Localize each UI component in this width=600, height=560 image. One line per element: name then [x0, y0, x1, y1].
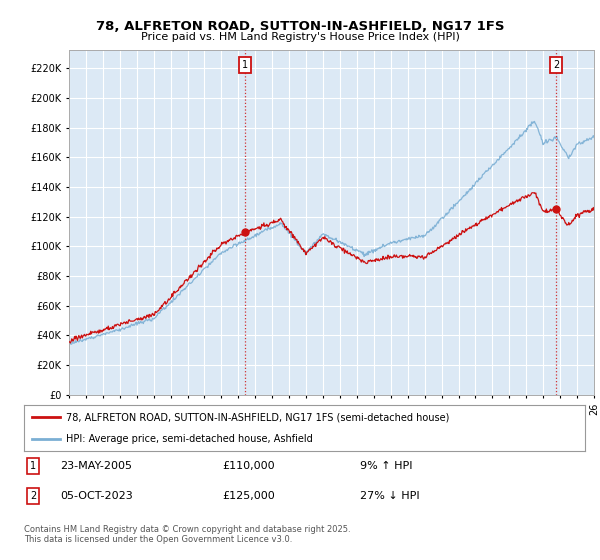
- Text: £110,000: £110,000: [222, 461, 275, 471]
- Text: 2: 2: [30, 491, 36, 501]
- Text: Contains HM Land Registry data © Crown copyright and database right 2025.
This d: Contains HM Land Registry data © Crown c…: [24, 525, 350, 544]
- Text: 27% ↓ HPI: 27% ↓ HPI: [360, 491, 419, 501]
- Text: 78, ALFRETON ROAD, SUTTON-IN-ASHFIELD, NG17 1FS: 78, ALFRETON ROAD, SUTTON-IN-ASHFIELD, N…: [96, 20, 504, 32]
- Text: 2: 2: [553, 60, 559, 70]
- Text: 23-MAY-2005: 23-MAY-2005: [60, 461, 132, 471]
- Text: £125,000: £125,000: [222, 491, 275, 501]
- Text: 1: 1: [30, 461, 36, 471]
- Text: Price paid vs. HM Land Registry's House Price Index (HPI): Price paid vs. HM Land Registry's House …: [140, 32, 460, 43]
- Text: 9% ↑ HPI: 9% ↑ HPI: [360, 461, 413, 471]
- Text: 78, ALFRETON ROAD, SUTTON-IN-ASHFIELD, NG17 1FS (semi-detached house): 78, ALFRETON ROAD, SUTTON-IN-ASHFIELD, N…: [66, 412, 449, 422]
- Text: 05-OCT-2023: 05-OCT-2023: [60, 491, 133, 501]
- Text: 1: 1: [242, 60, 248, 70]
- Text: HPI: Average price, semi-detached house, Ashfield: HPI: Average price, semi-detached house,…: [66, 435, 313, 444]
